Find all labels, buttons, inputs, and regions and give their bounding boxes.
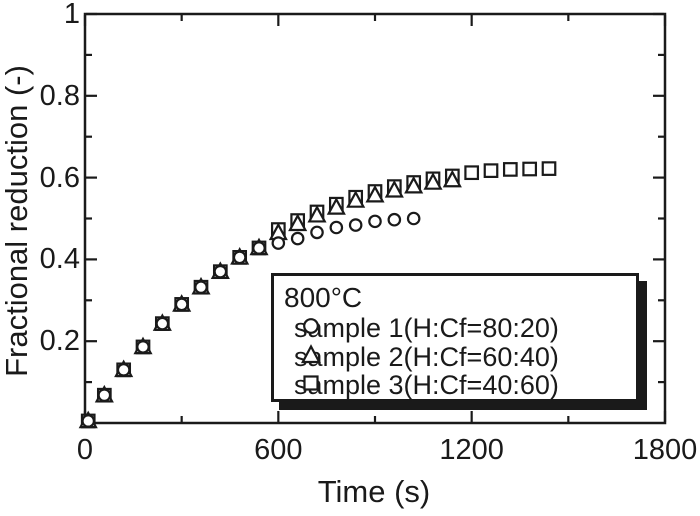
data-point-triangle [288, 213, 308, 232]
data-point-circle [406, 211, 421, 226]
legend-item-sample-1: sample 1(H:Cf=80:20) [274, 312, 636, 343]
data-point-circle [116, 363, 131, 377]
data-point-triangle [384, 179, 404, 198]
legend-item-sample-3: sample 3(H:Cf=40:60) [274, 369, 636, 400]
data-point-circle [97, 388, 112, 402]
data-point-triangle [346, 190, 366, 208]
x-axis-title: Time (s) [317, 474, 431, 509]
data-point-circle [232, 250, 247, 265]
data-point-triangle [423, 172, 443, 190]
data-point-circle [252, 241, 266, 255]
data-point-square [541, 161, 557, 176]
x-tick-label: 1200 [439, 434, 504, 466]
legend: 800°C sample 1(H:Cf=80:20) sample 2(H:Cf… [271, 273, 639, 402]
data-point-circle [348, 218, 363, 232]
data-point-square [502, 162, 518, 177]
data-point-triangle [404, 175, 424, 194]
circle-marker-icon [303, 318, 319, 334]
square-marker-icon [303, 375, 319, 391]
data-point-triangle [442, 169, 462, 188]
data-point-circle [329, 220, 344, 235]
x-tick-label: 1800 [632, 434, 698, 466]
data-point-triangle [326, 197, 346, 215]
legend-label: sample 2(H:Cf=60:40) [294, 341, 559, 372]
data-point-square [522, 161, 538, 177]
data-point-circle [387, 212, 402, 227]
data-point-square [464, 165, 480, 181]
y-tick-label: 0.8 [39, 79, 80, 112]
data-point-circle [136, 340, 150, 354]
data-point-square [483, 163, 499, 178]
triangle-marker-icon [300, 344, 322, 364]
data-point-circle [174, 297, 189, 312]
legend-label: sample 1(H:Cf=80:20) [294, 312, 559, 343]
y-tick-label: 1 [63, 0, 80, 30]
data-point-circle [271, 236, 286, 250]
y-tick-label: 0.6 [39, 161, 80, 194]
data-point-circle [368, 214, 382, 229]
x-tick-label: 0 [76, 434, 94, 466]
data-point-circle [81, 414, 96, 428]
data-point-circle [155, 316, 170, 331]
data-point-circle [290, 231, 305, 246]
plot-frame [83, 12, 667, 425]
data-point-circle [194, 280, 208, 295]
data-point-circle [213, 264, 228, 279]
y-tick-label: 0.4 [39, 243, 80, 276]
data-point-circle [310, 225, 324, 240]
legend-label: sample 3(H:Cf=40:60) [294, 369, 559, 400]
y-tick-label: 0.2 [39, 325, 80, 358]
legend-item-sample-2: sample 2(H:Cf=60:40) [274, 341, 636, 372]
data-point-triangle [365, 184, 385, 203]
x-tick-label: 600 [254, 434, 303, 466]
data-point-triangle [307, 204, 327, 223]
legend-title: 800°C [284, 282, 363, 313]
